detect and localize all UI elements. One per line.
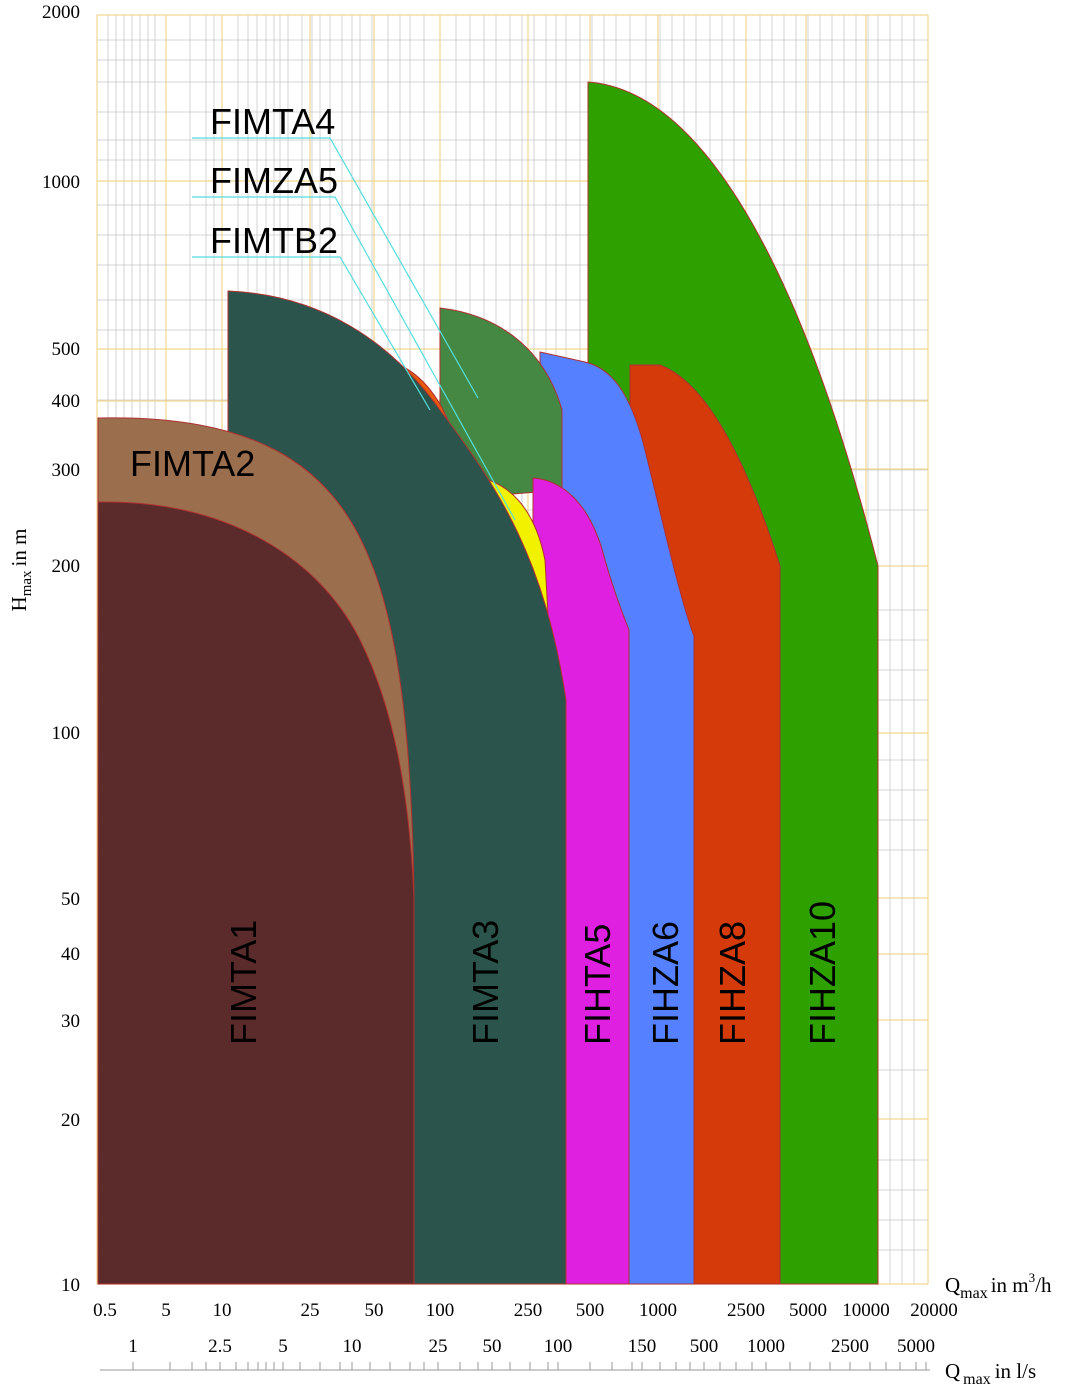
x-tick-label-ls: 25: [429, 1336, 448, 1357]
y-tick-label: 10: [61, 1275, 80, 1296]
y-tick-label: 100: [52, 723, 81, 744]
x-tick-label-m3h: 20000: [910, 1300, 958, 1321]
x-axis-title-m3h: Qmax in m3/h: [945, 1270, 1052, 1302]
x-tick-label-ls: 1: [128, 1336, 138, 1357]
x-tick-label-ls: 1000: [747, 1336, 785, 1357]
x-axis-title-ls-sub: max: [963, 1371, 991, 1388]
y-tick-label: 500: [52, 339, 81, 360]
x-tick-labels-ls: 1 2.5 5 10 25 50 100 150 500 1000 2500 5000: [128, 1336, 935, 1357]
x-tick-labels-m3h: 0.5 5 10 25 50 100 250 500 1000 2500 5000 10000 2000…: [93, 1300, 958, 1321]
x-tick-label-ls: 10: [343, 1336, 362, 1357]
x-tick-label-m3h: 10: [213, 1300, 232, 1321]
callout-labels: FIMTB2 FIMZA5 FIMTA4: [210, 101, 338, 261]
region-labels: FIMTA1 FIMTA3 FIHZA6 FIHTA5 FIHZA8 FIHZA10 FIM…: [130, 443, 843, 1045]
x-tick-label-m3h: 1000: [639, 1300, 677, 1321]
x-tick-label-ls: 2500: [831, 1336, 869, 1357]
region-fimta1: [97, 501, 415, 1285]
region-label-fihza6: FIHZA6: [645, 921, 686, 1045]
x-tick-label-ls: 100: [544, 1336, 573, 1357]
x-tick-label-m3h: 2500: [727, 1300, 765, 1321]
x-tick-label-m3h: 10000: [842, 1300, 890, 1321]
y-axis-title-rest: in m: [7, 529, 31, 567]
x-tick-label-m3h: 0.5: [93, 1300, 117, 1321]
y-tick-label: 50: [61, 889, 80, 910]
x-tick-label-ls: 5000: [897, 1336, 935, 1357]
x-axis-title-ls-main: Q: [945, 1359, 960, 1383]
y-tick-label: 30: [61, 1011, 80, 1032]
x-tick-label-ls: 2.5: [208, 1336, 232, 1357]
x-axis-title-m3h-rest: in m: [991, 1273, 1029, 1297]
y-tick-label: 20: [61, 1110, 80, 1131]
x-tick-label-m3h: 50: [365, 1300, 384, 1321]
callout-label-fimtb2: FIMTB2: [210, 220, 338, 261]
y-tick-label: 200: [52, 556, 81, 577]
y-axis-title: Hmax in m: [7, 529, 35, 612]
region-label-fimta2: FIMTA2: [130, 443, 255, 484]
performance-regions: [97, 81, 879, 1285]
x-tick-label-m3h: 25: [301, 1300, 320, 1321]
x-tick-label-ls: 500: [690, 1336, 719, 1357]
callout-label-fimta4: FIMTA4: [210, 101, 335, 142]
x-axis-title-m3h-sup: 3: [1029, 1270, 1036, 1285]
region-label-fimta1: FIMTA1: [223, 920, 264, 1045]
y-axis-title-sub: max: [19, 570, 35, 596]
y-tick-label: 2000: [42, 2, 80, 23]
x-axis-title-ls-rest: in l/s: [995, 1359, 1036, 1383]
x-tick-label-m3h: 5: [161, 1300, 171, 1321]
x-tick-label-m3h: 5000: [789, 1300, 827, 1321]
callout-label-fimza5: FIMZA5: [210, 160, 338, 201]
x-axis-title-m3h-main: Q: [945, 1273, 960, 1297]
ls-axis-minor-ticks: [132, 1362, 927, 1370]
callout-lines: [192, 137, 516, 521]
y-tick-label: 1000: [42, 172, 80, 193]
y-tick-labels: 2000 1000 500 400 300 200 100 50 40 30 20 10: [42, 2, 80, 1296]
region-label-fihta5: FIHTA5: [577, 924, 618, 1045]
x-tick-label-ls: 50: [483, 1336, 502, 1357]
callout-line-fimta4: [192, 137, 479, 399]
x-tick-label-ls: 150: [628, 1336, 657, 1357]
region-label-fimta3: FIMTA3: [465, 920, 506, 1045]
y-tick-label: 400: [52, 391, 81, 412]
x-tick-label-ls: 5: [278, 1336, 288, 1357]
y-tick-label: 40: [61, 944, 80, 965]
callout-line-fimtb2: [192, 256, 431, 411]
x-tick-label-m3h: 100: [426, 1300, 455, 1321]
region-label-fihza8: FIHZA8: [712, 921, 753, 1045]
x-tick-label-m3h: 250: [514, 1300, 543, 1321]
x-axis-title-m3h-tail: /h: [1035, 1273, 1052, 1297]
svg-text:Hmaxin m: Hmax in m: [7, 529, 35, 612]
callout-line-fimza5: [192, 196, 516, 521]
x-tick-label-m3h: 500: [576, 1300, 605, 1321]
region-label-fihza10: FIHZA10: [802, 901, 843, 1045]
y-axis-title-main: H: [7, 596, 31, 611]
x-axis-title-m3h-sub: max: [960, 1285, 988, 1302]
y-tick-label: 300: [52, 460, 81, 481]
